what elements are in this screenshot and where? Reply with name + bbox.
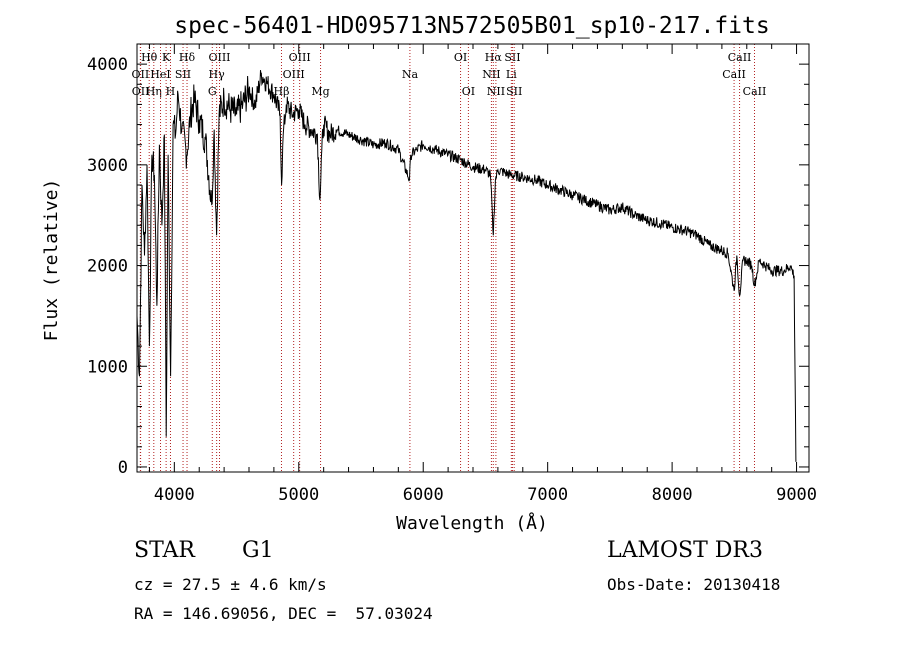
survey-name: LAMOST DR3 bbox=[607, 538, 763, 563]
spectral-line-label: G bbox=[208, 85, 217, 98]
spectral-line-label: OIII bbox=[289, 51, 311, 64]
spectral-line-label: SII bbox=[175, 68, 191, 81]
x-tick-label: 8000 bbox=[652, 485, 693, 505]
y-axis-label: Flux (relative) bbox=[41, 179, 62, 342]
spectral-line-label: CaII bbox=[728, 51, 752, 64]
spectral-line-label: Hβ bbox=[274, 85, 290, 98]
x-tick-label: 5000 bbox=[278, 485, 319, 505]
spectral-line-label: H bbox=[166, 85, 176, 98]
spectral-line-label: SII bbox=[504, 51, 520, 64]
spectral-line-label: CaII bbox=[722, 68, 746, 81]
spectral-line-label: OII bbox=[132, 85, 150, 98]
x-tick-label: 4000 bbox=[154, 485, 195, 505]
spectral-line-label: Hδ bbox=[179, 51, 196, 64]
spectral-line-label: Hθ bbox=[141, 51, 158, 64]
y-axis: 0 1000 2000 3000 4000 bbox=[87, 55, 809, 478]
object-class: STAR bbox=[134, 538, 195, 563]
spectral-line-label: K bbox=[162, 51, 171, 64]
x-tick-label: 6000 bbox=[403, 485, 444, 505]
spectral-line-label: SII bbox=[506, 85, 522, 98]
x-axis: 4000 5000 6000 7000 8000 9000 bbox=[148, 44, 817, 505]
spectrum-series bbox=[136, 70, 797, 462]
spectral-line-label: Na bbox=[402, 68, 419, 81]
redshift-text: cz = 27.5 ± 4.6 km/s bbox=[134, 575, 327, 594]
spectral-line-label: Mg bbox=[311, 85, 329, 98]
y-tick-label: 4000 bbox=[87, 55, 128, 75]
y-tick-label: 2000 bbox=[87, 257, 128, 277]
object-subclass: G1 bbox=[242, 538, 274, 563]
spectral-line-label: OI bbox=[454, 51, 467, 64]
spectral-line-label: NII bbox=[487, 85, 505, 98]
spectral-line-label: HeI bbox=[150, 68, 170, 81]
x-tick-label: 9000 bbox=[776, 485, 817, 505]
y-tick-label: 1000 bbox=[87, 357, 128, 377]
spectral-line-label: Li bbox=[506, 68, 517, 81]
spectral-line-label: NII bbox=[482, 68, 500, 81]
coordinates-text: RA = 146.69056, DEC = 57.03024 bbox=[134, 604, 433, 623]
spectral-line-label: Hα bbox=[485, 51, 503, 64]
spectral-line-label: CaII bbox=[743, 85, 767, 98]
y-tick-label: 3000 bbox=[87, 156, 128, 176]
y-tick-label: 0 bbox=[118, 458, 128, 478]
spectral-line-label: OIII bbox=[283, 68, 305, 81]
x-axis-label: Wavelength (Å) bbox=[396, 512, 548, 534]
observation-date: Obs-Date: 20130418 bbox=[607, 575, 781, 594]
chart-title: spec-56401-HD095713N572505B01_sp10-217.f… bbox=[174, 13, 769, 39]
spectrum-line bbox=[136, 70, 797, 462]
x-tick-label: 7000 bbox=[527, 485, 568, 505]
spectral-line-label: Hη bbox=[146, 85, 162, 98]
spectral-line-label: OIII bbox=[208, 51, 230, 64]
spectral-line-label: Hγ bbox=[209, 68, 226, 81]
spectral-line-label: OI bbox=[462, 85, 475, 98]
